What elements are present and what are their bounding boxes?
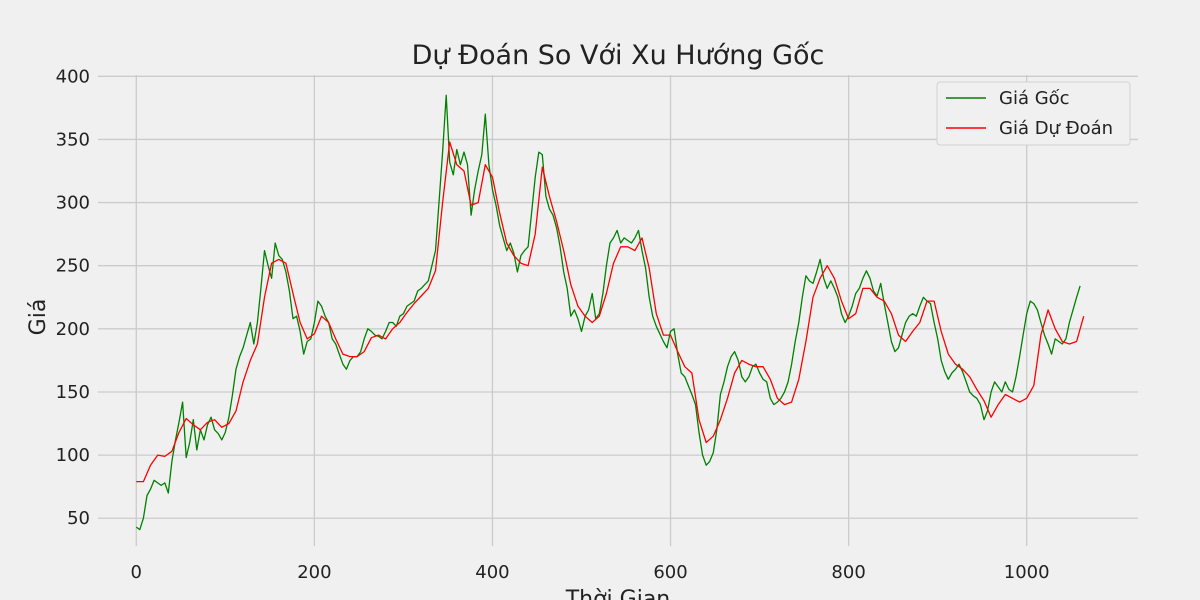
x-tick-label-2: 400 [475, 562, 509, 583]
y-axis-title: Giá [26, 299, 51, 336]
x-tick-label-5: 1000 [1004, 562, 1050, 583]
y-tick-label-4: 250 [56, 256, 90, 277]
y-tick-label-0: 50 [67, 508, 90, 529]
y-tick-label-3: 200 [56, 319, 90, 340]
chart-title: Dự Đoán So Với Xu Hướng Gốc [412, 40, 825, 71]
y-tick-label-1: 100 [56, 445, 90, 466]
y-tick-label-2: 150 [56, 382, 90, 403]
x-tick-label-1: 200 [297, 562, 331, 583]
y-tick-label-6: 350 [56, 129, 90, 150]
x-axis-title: Thời Gian [565, 587, 671, 600]
x-tick-label-0: 0 [131, 562, 142, 583]
y-tick-label-5: 300 [56, 193, 90, 214]
x-tick-label-4: 800 [831, 562, 865, 583]
legend-label-predicted: Giá Dự Đoán [999, 118, 1113, 139]
predicted-price-line [136, 141, 1085, 483]
x-tick-label-3: 600 [653, 562, 687, 583]
grid-lines [98, 75, 1138, 546]
series-lines [135, 94, 1085, 531]
original-price-line [135, 94, 1081, 531]
legend-label-original: Giá Gốc [999, 88, 1070, 109]
y-tick-label-7: 400 [56, 66, 90, 87]
tick-labels: 0 200 400 600 800 1000 50 100 150 200 250 300 350 400 [56, 66, 1050, 583]
legend: Giá Gốc Giá Dự Đoán [936, 81, 1131, 146]
